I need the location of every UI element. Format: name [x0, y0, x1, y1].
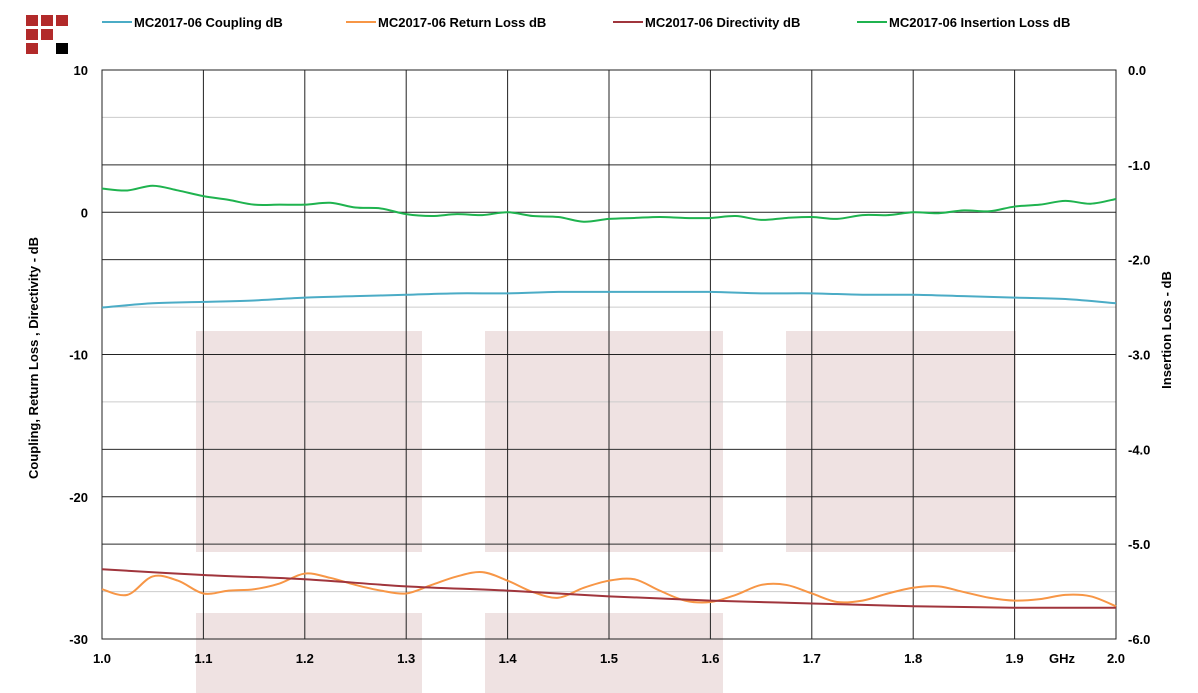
y-tick-label: -10 — [69, 348, 88, 363]
x-tick-label: 1.4 — [499, 651, 518, 666]
background-blocks — [196, 331, 1016, 693]
y-tick-label: -20 — [69, 490, 88, 505]
x-tick-label: 1.2 — [296, 651, 314, 666]
y2-tick-label: -6.0 — [1128, 632, 1150, 647]
shade-block — [786, 331, 1016, 552]
legend-label: MC2017-06 Insertion Loss dB — [889, 15, 1070, 30]
shade-block — [485, 331, 723, 552]
x-tick-label: 2.0 — [1107, 651, 1125, 666]
x-tick-label: 1.0 — [93, 651, 111, 666]
series-line-3 — [101, 568, 1117, 609]
x-tick-label: 1.1 — [194, 651, 212, 666]
x-tick-label: 1.8 — [904, 651, 922, 666]
y-axis-title: Coupling, Return Loss , Directivity - dB — [26, 237, 41, 479]
series-layer — [101, 184, 1117, 609]
x-tick-label: 1.9 — [1006, 651, 1024, 666]
series-line-4 — [101, 184, 1117, 223]
x-tick-label: 1.3 — [397, 651, 415, 666]
y2-axis-title: Insertion Loss - dB — [1159, 271, 1174, 389]
shade-block — [485, 613, 723, 693]
shade-block — [196, 331, 422, 552]
legend: MC2017-06 Coupling dB MC2017-06 Return Lo… — [102, 15, 1070, 30]
legend-label: MC2017-06 Coupling dB — [134, 15, 283, 30]
y2-tick-label: -5.0 — [1128, 537, 1150, 552]
legend-label: MC2017-06 Directivity dB — [645, 15, 800, 30]
y-tick-label: -30 — [69, 632, 88, 647]
logo — [26, 15, 68, 54]
y2-tick-label: -4.0 — [1128, 442, 1150, 457]
x-tick-label: 1.7 — [803, 651, 821, 666]
y2-tick-label: -3.0 — [1128, 348, 1150, 363]
series-line-2 — [101, 571, 1117, 608]
y2-tick-label: 0.0 — [1128, 63, 1146, 78]
series-line-1 — [101, 290, 1117, 309]
x-axis-title: GHz — [1049, 651, 1076, 666]
grid — [101, 69, 1117, 640]
x-tick-label: 1.5 — [600, 651, 618, 666]
y-tick-label: 0 — [81, 205, 88, 220]
plot-frame — [101, 69, 1117, 640]
shade-block — [196, 613, 422, 693]
legend-label: MC2017-06 Return Loss dB — [378, 15, 546, 30]
y2-tick-label: -2.0 — [1128, 253, 1150, 268]
tick-labels: 1.0 1.1 1.2 1.3 1.4 1.5 1.6 1.7 1.8 1.9 2.0 10 0 -10 -… — [69, 63, 1150, 666]
x-tick-label: 1.6 — [701, 651, 719, 666]
y-tick-label: 10 — [74, 63, 88, 78]
y2-tick-label: -1.0 — [1128, 158, 1150, 173]
